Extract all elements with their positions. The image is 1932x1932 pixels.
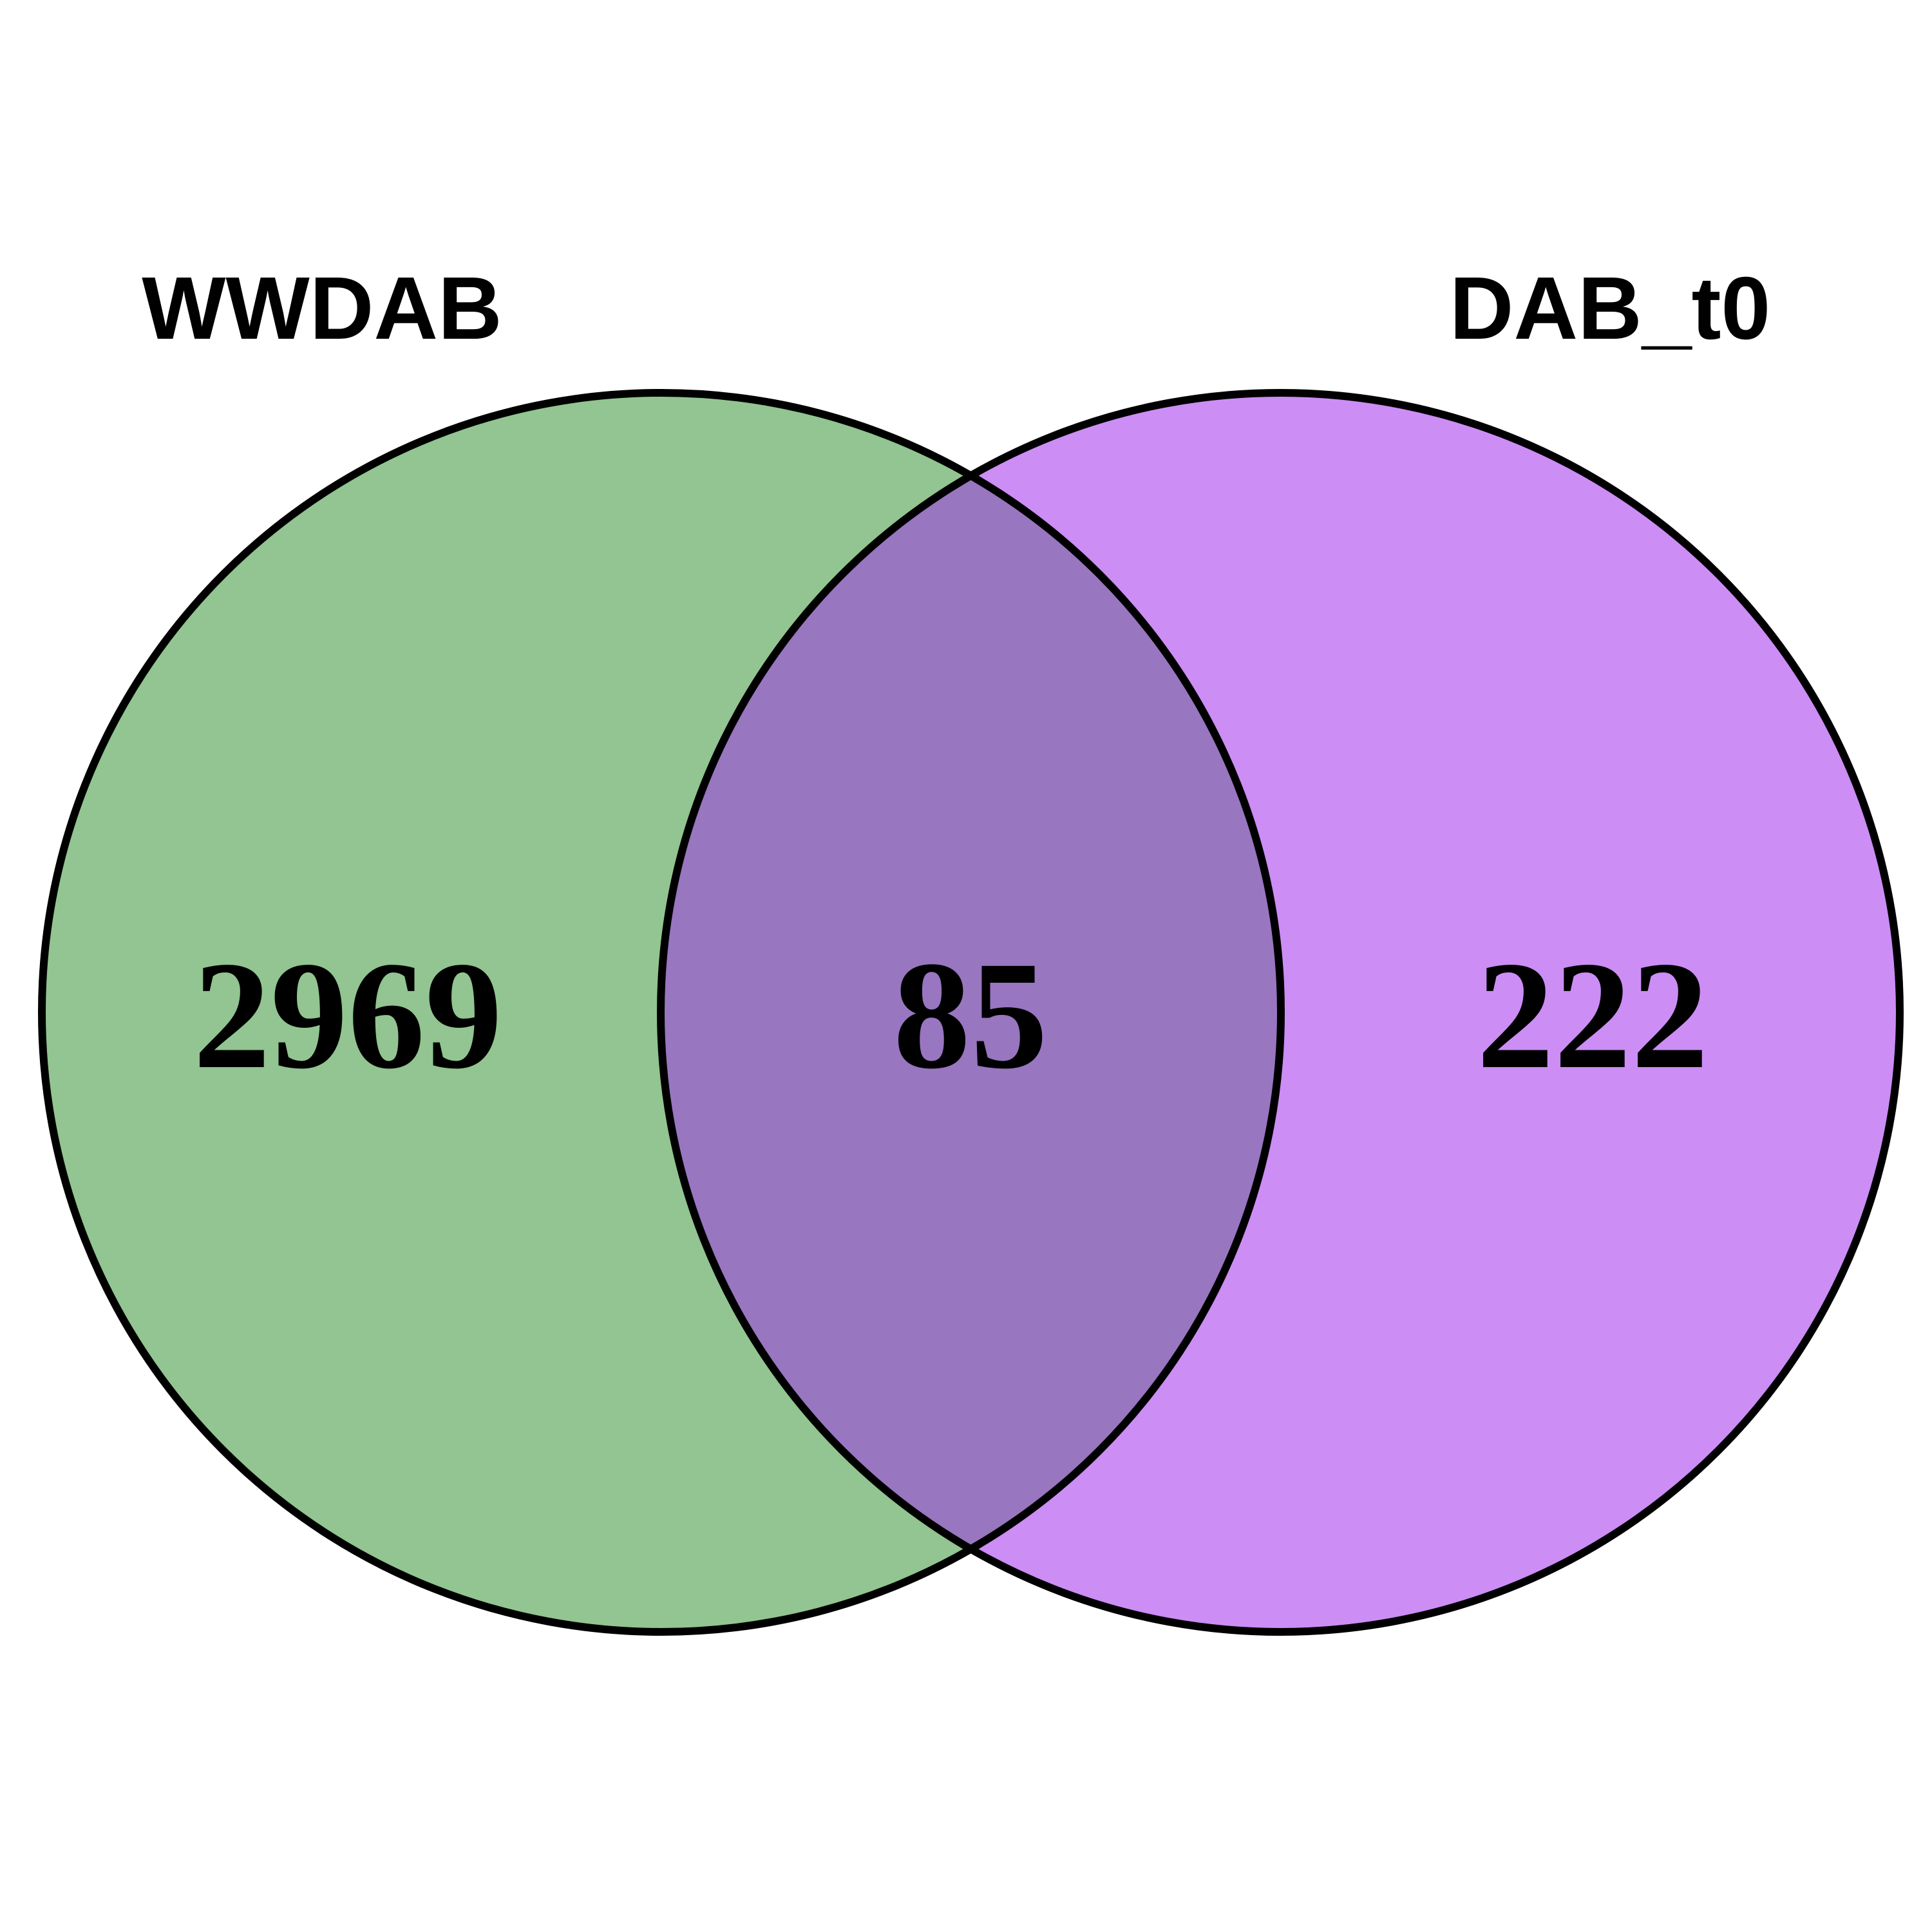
set-outline-wwdab	[38, 389, 1285, 1636]
set-outline-dab-t0	[657, 389, 1904, 1636]
count-dab-t0-only: 222	[1477, 929, 1709, 1101]
set-label-dab-t0: DAB_t0	[1450, 259, 1770, 358]
set-label-wwdab: WWDAB	[142, 259, 502, 358]
count-wwdab-only: 2969	[193, 929, 502, 1101]
count-intersection: 85	[893, 929, 1048, 1101]
